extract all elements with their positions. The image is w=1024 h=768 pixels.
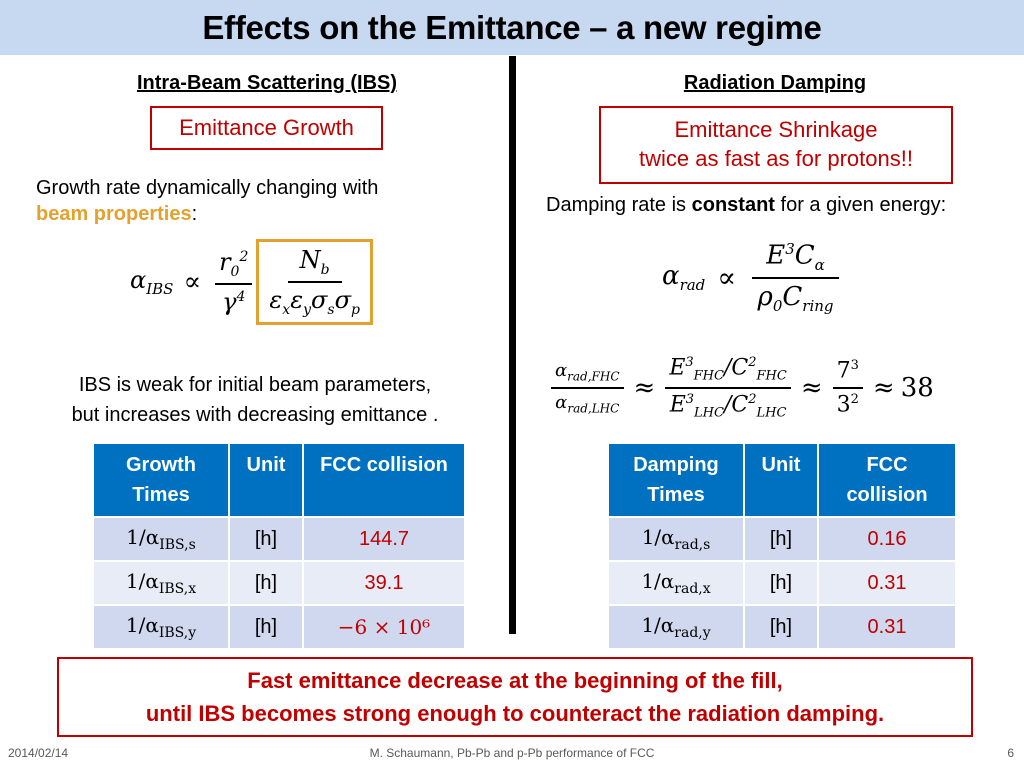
quantity-ibs-x: 1/αIBS,x — [92, 560, 230, 606]
ibs-note-line2: but increases with decreasing emittance … — [71, 404, 439, 426]
twice-as-fast-label: twice as fast as for protons!! — [639, 146, 913, 171]
ibs-note-line1: IBS is weak for initial beam parameters, — [78, 374, 432, 396]
quantity-rad-x: 1/αrad,x — [607, 560, 745, 606]
header-fcc-collision: FCC collision — [817, 442, 957, 518]
header-fcc-collision: FCC collision — [302, 442, 466, 518]
table-row: 1/αrad,x [h] 0.31 — [607, 560, 957, 606]
unit-cell: [h] — [743, 516, 819, 562]
beam-properties-highlight: beam properties — [36, 203, 192, 225]
rad-formula: αrad ∝ E3Cα ρ0Cring — [662, 230, 843, 325]
damping-rate-pre: Damping rate is — [546, 194, 692, 216]
growth-rate-text: Growth rate dynamically changing with be… — [36, 175, 486, 227]
beam-property-term-box: Nb εxεyσsσp — [256, 239, 373, 325]
footer-page-number: 6 — [1007, 746, 1014, 760]
unit-cell: [h] — [228, 516, 304, 562]
emittance-shrinkage-box: Emittance Shrinkage twice as fast as for… — [599, 106, 953, 184]
unit-cell: [h] — [743, 560, 819, 606]
table-row: 1/αrad,y [h] 0.31 — [607, 604, 957, 650]
value-cell: −6 × 10⁶ — [302, 604, 466, 650]
growth-rate-colon: : — [191, 203, 198, 225]
quantity-rad-y: 1/αrad,y — [607, 604, 745, 650]
header-unit: Unit — [743, 442, 819, 518]
ratio-result: 38 — [900, 372, 934, 403]
damping-times-table: Damping Times Unit FCC collision 1/αrad,… — [607, 442, 957, 650]
table-row: 1/αrad,s [h] 0.16 — [607, 516, 957, 562]
constant-emphasis: constant — [691, 194, 775, 216]
emittance-shrinkage-label: Emittance Shrinkage — [674, 117, 878, 143]
growth-times-table: Growth Times Unit FCC collision 1/αIBS,s… — [92, 442, 466, 650]
header-growth-times: Growth Times — [92, 442, 230, 518]
table-header-row: Damping Times Unit FCC collision — [607, 442, 957, 518]
unit-cell: [h] — [228, 560, 304, 606]
table-header-row: Growth Times Unit FCC collision — [92, 442, 466, 518]
emittance-growth-label: Emittance Growth — [179, 114, 354, 140]
column-divider — [509, 56, 516, 634]
growth-rate-line1: Growth rate dynamically changing with — [36, 177, 379, 199]
footer-date: 2014/02/14 — [8, 746, 69, 760]
quantity-rad-s: 1/αrad,s — [607, 516, 745, 562]
title-bar: Effects on the Emittance – a new regime — [0, 0, 1024, 55]
value-cell: 144.7 — [302, 516, 466, 562]
damping-rate-text: Damping rate is constant for a given ene… — [546, 192, 1016, 218]
quantity-ibs-y: 1/αIBS,y — [92, 604, 230, 650]
conclusion-line1: Fast emittance decrease at the beginning… — [247, 668, 783, 693]
emittance-growth-box: Emittance Growth — [150, 106, 383, 150]
conclusion-line2: until IBS becomes strong enough to count… — [145, 701, 885, 726]
damping-rate-post: for a given energy: — [774, 194, 947, 216]
quantity-ibs-s: 1/αIBS,s — [92, 516, 230, 562]
conclusion-box: Fast emittance decrease at the beginning… — [57, 657, 973, 737]
table-row: 1/αIBS,s [h] 144.7 — [92, 516, 466, 562]
header-damping-times: Damping Times — [607, 442, 745, 518]
unit-cell: [h] — [228, 604, 304, 650]
value-cell: 0.16 — [817, 516, 957, 562]
value-cell: 0.31 — [817, 560, 957, 606]
value-cell: 0.31 — [817, 604, 957, 650]
table-row: 1/αIBS,y [h] −6 × 10⁶ — [92, 604, 466, 650]
header-unit: Unit — [228, 442, 304, 518]
rad-ratio-formula: αrad,FHC αrad,LHC ≈ E3FHC/C2FHC E3LHC/C2… — [547, 350, 934, 425]
ibs-heading: Intra-Beam Scattering (IBS) — [136, 72, 398, 94]
unit-cell: [h] — [743, 604, 819, 650]
value-cell: 39.1 — [302, 560, 466, 606]
slide-title: Effects on the Emittance – a new regime — [202, 8, 822, 46]
table-row: 1/αIBS,x [h] 39.1 — [92, 560, 466, 606]
ibs-note: IBS is weak for initial beam parameters,… — [20, 370, 490, 430]
radiation-damping-heading: Radiation Damping — [683, 72, 867, 94]
ibs-formula: αIBS ∝ r02 γ4 Nb εxεyσsσp — [130, 232, 373, 332]
footer-author: M. Schaumann, Pb-Pb and p-Pb performance… — [369, 746, 655, 760]
